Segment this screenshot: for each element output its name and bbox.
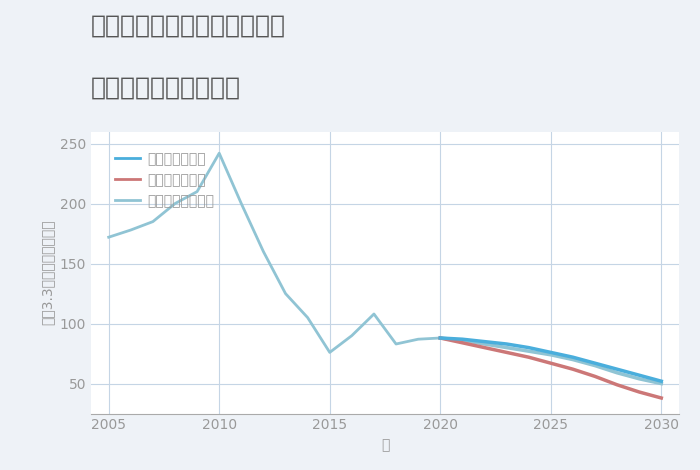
- Text: 千葉県千葉市中央区今井町の: 千葉県千葉市中央区今井町の: [91, 14, 286, 38]
- X-axis label: 年: 年: [381, 438, 389, 452]
- Y-axis label: 坪（3.3㎡）単価（万円）: 坪（3.3㎡）単価（万円）: [40, 220, 54, 325]
- Text: 中古戸建ての価格推移: 中古戸建ての価格推移: [91, 75, 241, 99]
- Legend: グッドシナリオ, バッドシナリオ, ノーマルシナリオ: グッドシナリオ, バッドシナリオ, ノーマルシナリオ: [104, 141, 225, 219]
